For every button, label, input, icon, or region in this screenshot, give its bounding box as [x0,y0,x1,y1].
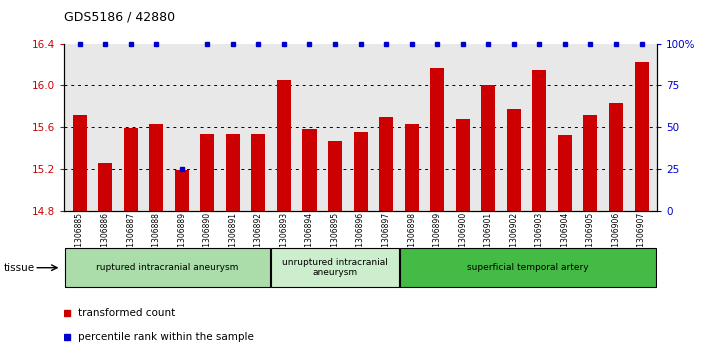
Bar [226,134,240,211]
Text: GDS5186 / 42880: GDS5186 / 42880 [64,11,176,24]
Text: percentile rank within the sample: percentile rank within the sample [78,332,253,342]
Bar [328,140,342,211]
Bar [124,128,138,211]
Text: superficial temporal artery: superficial temporal artery [467,263,589,272]
Bar [456,119,470,211]
Bar [303,129,316,211]
Bar [558,135,572,211]
Bar [507,109,521,211]
Bar [271,248,398,287]
Text: transformed count: transformed count [78,308,175,318]
Bar [583,115,598,211]
Bar [251,134,266,211]
Text: tissue: tissue [4,263,35,273]
Bar [149,124,164,211]
Bar [481,85,496,211]
Bar [635,62,648,211]
Bar [430,68,444,211]
Bar [65,248,270,287]
Bar [379,117,393,211]
Bar [201,134,214,211]
Text: ruptured intracranial aneurysm: ruptured intracranial aneurysm [96,263,238,272]
Bar [400,248,656,287]
Bar [98,163,112,211]
Bar [533,70,546,211]
Bar [73,115,86,211]
Bar [609,103,623,211]
Bar [353,132,368,211]
Bar [405,124,418,211]
Text: unruptured intracranial
aneurysm: unruptured intracranial aneurysm [282,258,388,277]
Bar [277,80,291,211]
Bar [175,170,188,211]
